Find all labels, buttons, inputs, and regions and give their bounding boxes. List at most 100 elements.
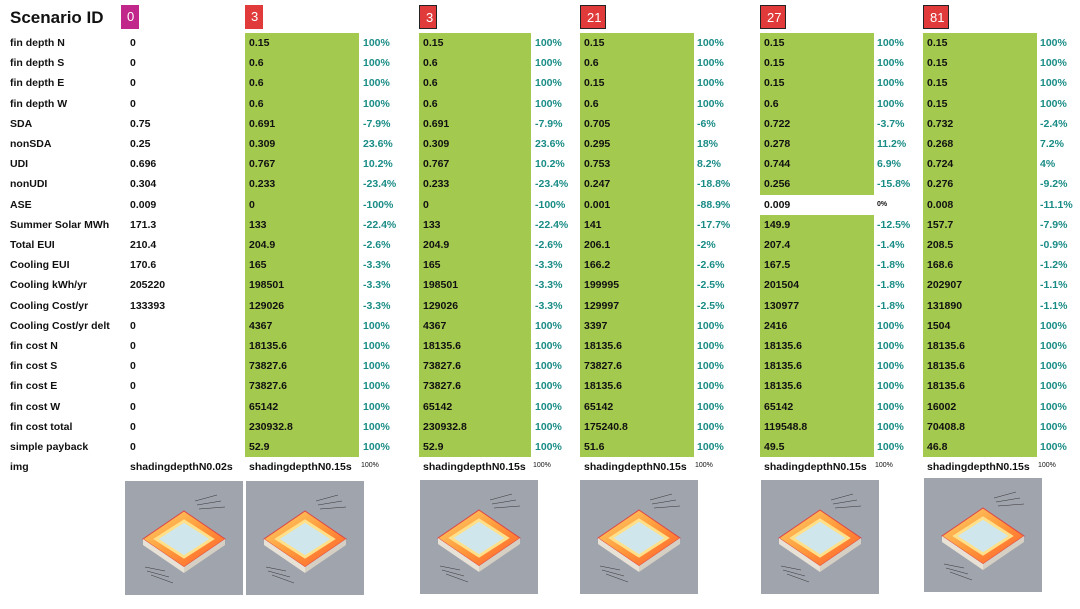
delta-percent: -1.8%: [877, 279, 905, 292]
baseline-cell: 0: [130, 97, 136, 110]
baseline-cell: 170.6: [130, 259, 157, 272]
delta-percent: -2.4%: [1040, 117, 1068, 130]
delta-percent: 100%: [363, 400, 390, 413]
scenario-cell: 18135.6: [927, 360, 965, 373]
scenario-cell: 133: [249, 218, 267, 231]
delta-percent: 100%: [1040, 57, 1067, 70]
image-filename: shadingdepthN0.15s: [584, 461, 687, 474]
scenario-cell: 208.5: [927, 239, 954, 251]
scenario-cell: 202907: [927, 279, 963, 292]
scenario-cell: 73827.6: [423, 360, 461, 373]
scenario-cell: 204.9: [249, 239, 276, 251]
delta-percent: 100%: [697, 400, 724, 413]
green-fill: [923, 33, 1037, 458]
scenario-cell: 65142: [764, 400, 794, 413]
row-label: fin cost total: [10, 420, 73, 433]
delta-percent: 100%: [697, 340, 724, 352]
scenario-badge[interactable]: 27: [760, 5, 786, 29]
shading-render-image: [246, 481, 364, 595]
scenario-cell: 4367: [249, 319, 273, 332]
delta-percent: 23.6%: [535, 138, 565, 150]
delta-percent: 100%: [363, 77, 390, 90]
scenario-cell: 207.4: [764, 239, 791, 251]
delta-percent: 100%: [1040, 441, 1067, 453]
row-label: SDA: [10, 117, 33, 130]
delta-percent: 100%: [1040, 420, 1067, 433]
scenario-cell: 0.15: [584, 37, 605, 49]
scenario-cell: 73827.6: [249, 360, 287, 373]
scenario-cell: 141: [584, 218, 602, 231]
scenario-cell: 51.6: [584, 441, 605, 453]
delta-percent: 100%: [697, 420, 724, 433]
scenario-badge[interactable]: 81: [923, 5, 949, 29]
scenario-cell: 0.6: [584, 57, 599, 70]
scenario-cell: 0.6: [423, 77, 438, 90]
scenario-cell: 0.691: [249, 117, 276, 130]
scenario-cell: 0.247: [584, 178, 611, 191]
scenario-cell: 0.6: [764, 97, 779, 110]
scenario-cell: 2416: [764, 319, 788, 332]
scenario-cell: 198501: [249, 279, 285, 292]
delta-percent: -2.5%: [697, 279, 725, 292]
row-label: UDI: [10, 158, 29, 171]
delta-percent: -11.1%: [1040, 198, 1073, 211]
delta-percent: 0%: [877, 200, 888, 208]
scenario-cell: 0.744: [764, 158, 791, 171]
green-fill: [760, 33, 874, 195]
scenario-cell: 0.15: [249, 37, 270, 49]
delta-percent: 100%: [363, 57, 390, 70]
scenario-cell: 73827.6: [584, 360, 622, 373]
scenario-badge[interactable]: 3: [245, 5, 263, 29]
delta-percent: -3.3%: [535, 299, 563, 312]
image-filename: shadingdepthN0.15s: [927, 461, 1030, 474]
scenario-cell: 70408.8: [927, 420, 965, 433]
row-label: nonUDI: [10, 178, 48, 191]
delta-percent: 100%: [697, 57, 724, 70]
baseline-cell: 171.3: [130, 218, 157, 231]
delta-percent: 100%: [535, 360, 562, 373]
image-filename: shadingdepthN0.15s: [423, 461, 526, 474]
baseline-cell: 0: [130, 360, 136, 373]
delta-percent: 100%: [1040, 400, 1067, 413]
delta-percent: 23.6%: [363, 138, 393, 150]
scenario-cell: 201504: [764, 279, 800, 292]
scenario-cell: 18135.6: [764, 340, 802, 352]
delta-percent: -1.2%: [1040, 259, 1068, 272]
baseline-cell: 0: [130, 340, 136, 352]
scenario-cell: 0.15: [584, 77, 605, 90]
delta-percent: 100%: [697, 97, 724, 110]
row-label: img: [10, 461, 29, 474]
scenario-cell: 0.233: [423, 178, 450, 191]
scenario-cell: 16002: [927, 400, 957, 413]
delta-percent: -23.4%: [535, 178, 569, 191]
scenario-cell: 0.691: [423, 117, 450, 130]
delta-percent: -12.5%: [877, 218, 911, 231]
delta-percent: 100%: [877, 57, 904, 70]
scenario-cell: 165: [423, 259, 441, 272]
delta-percent: 100%: [363, 420, 390, 433]
delta-percent: 100%: [363, 340, 390, 352]
delta-percent: 100%: [697, 37, 724, 49]
row-label: simple payback: [10, 441, 89, 453]
green-fill: [580, 33, 694, 458]
scenario-cell: 0.15: [927, 57, 948, 70]
scenario-badge[interactable]: 3: [419, 5, 437, 29]
scenario-cell: 0.767: [423, 158, 450, 171]
image-filename: shadingdepthN0.15s: [249, 461, 352, 474]
row-label: fin cost N: [10, 340, 58, 352]
scenario-cell: 157.7: [927, 218, 954, 231]
scenario-badge[interactable]: 21: [580, 5, 606, 29]
delta-percent: 18%: [697, 138, 719, 150]
delta-percent: -3.7%: [877, 117, 905, 130]
delta-percent: -22.4%: [535, 218, 569, 231]
delta-percent: 100%: [1040, 37, 1067, 49]
delta-percent: -23.4%: [363, 178, 397, 191]
scenario-cell: 165: [249, 259, 267, 272]
delta-percent: 100%: [535, 400, 562, 413]
baseline-cell: 0.696: [130, 158, 157, 171]
delta-percent: 100%: [877, 360, 904, 373]
scenario-cell: 129997: [584, 299, 620, 312]
row-label: fin cost S: [10, 360, 58, 373]
scenario-badge[interactable]: 0: [121, 5, 139, 29]
baseline-cell: 0: [130, 77, 136, 90]
